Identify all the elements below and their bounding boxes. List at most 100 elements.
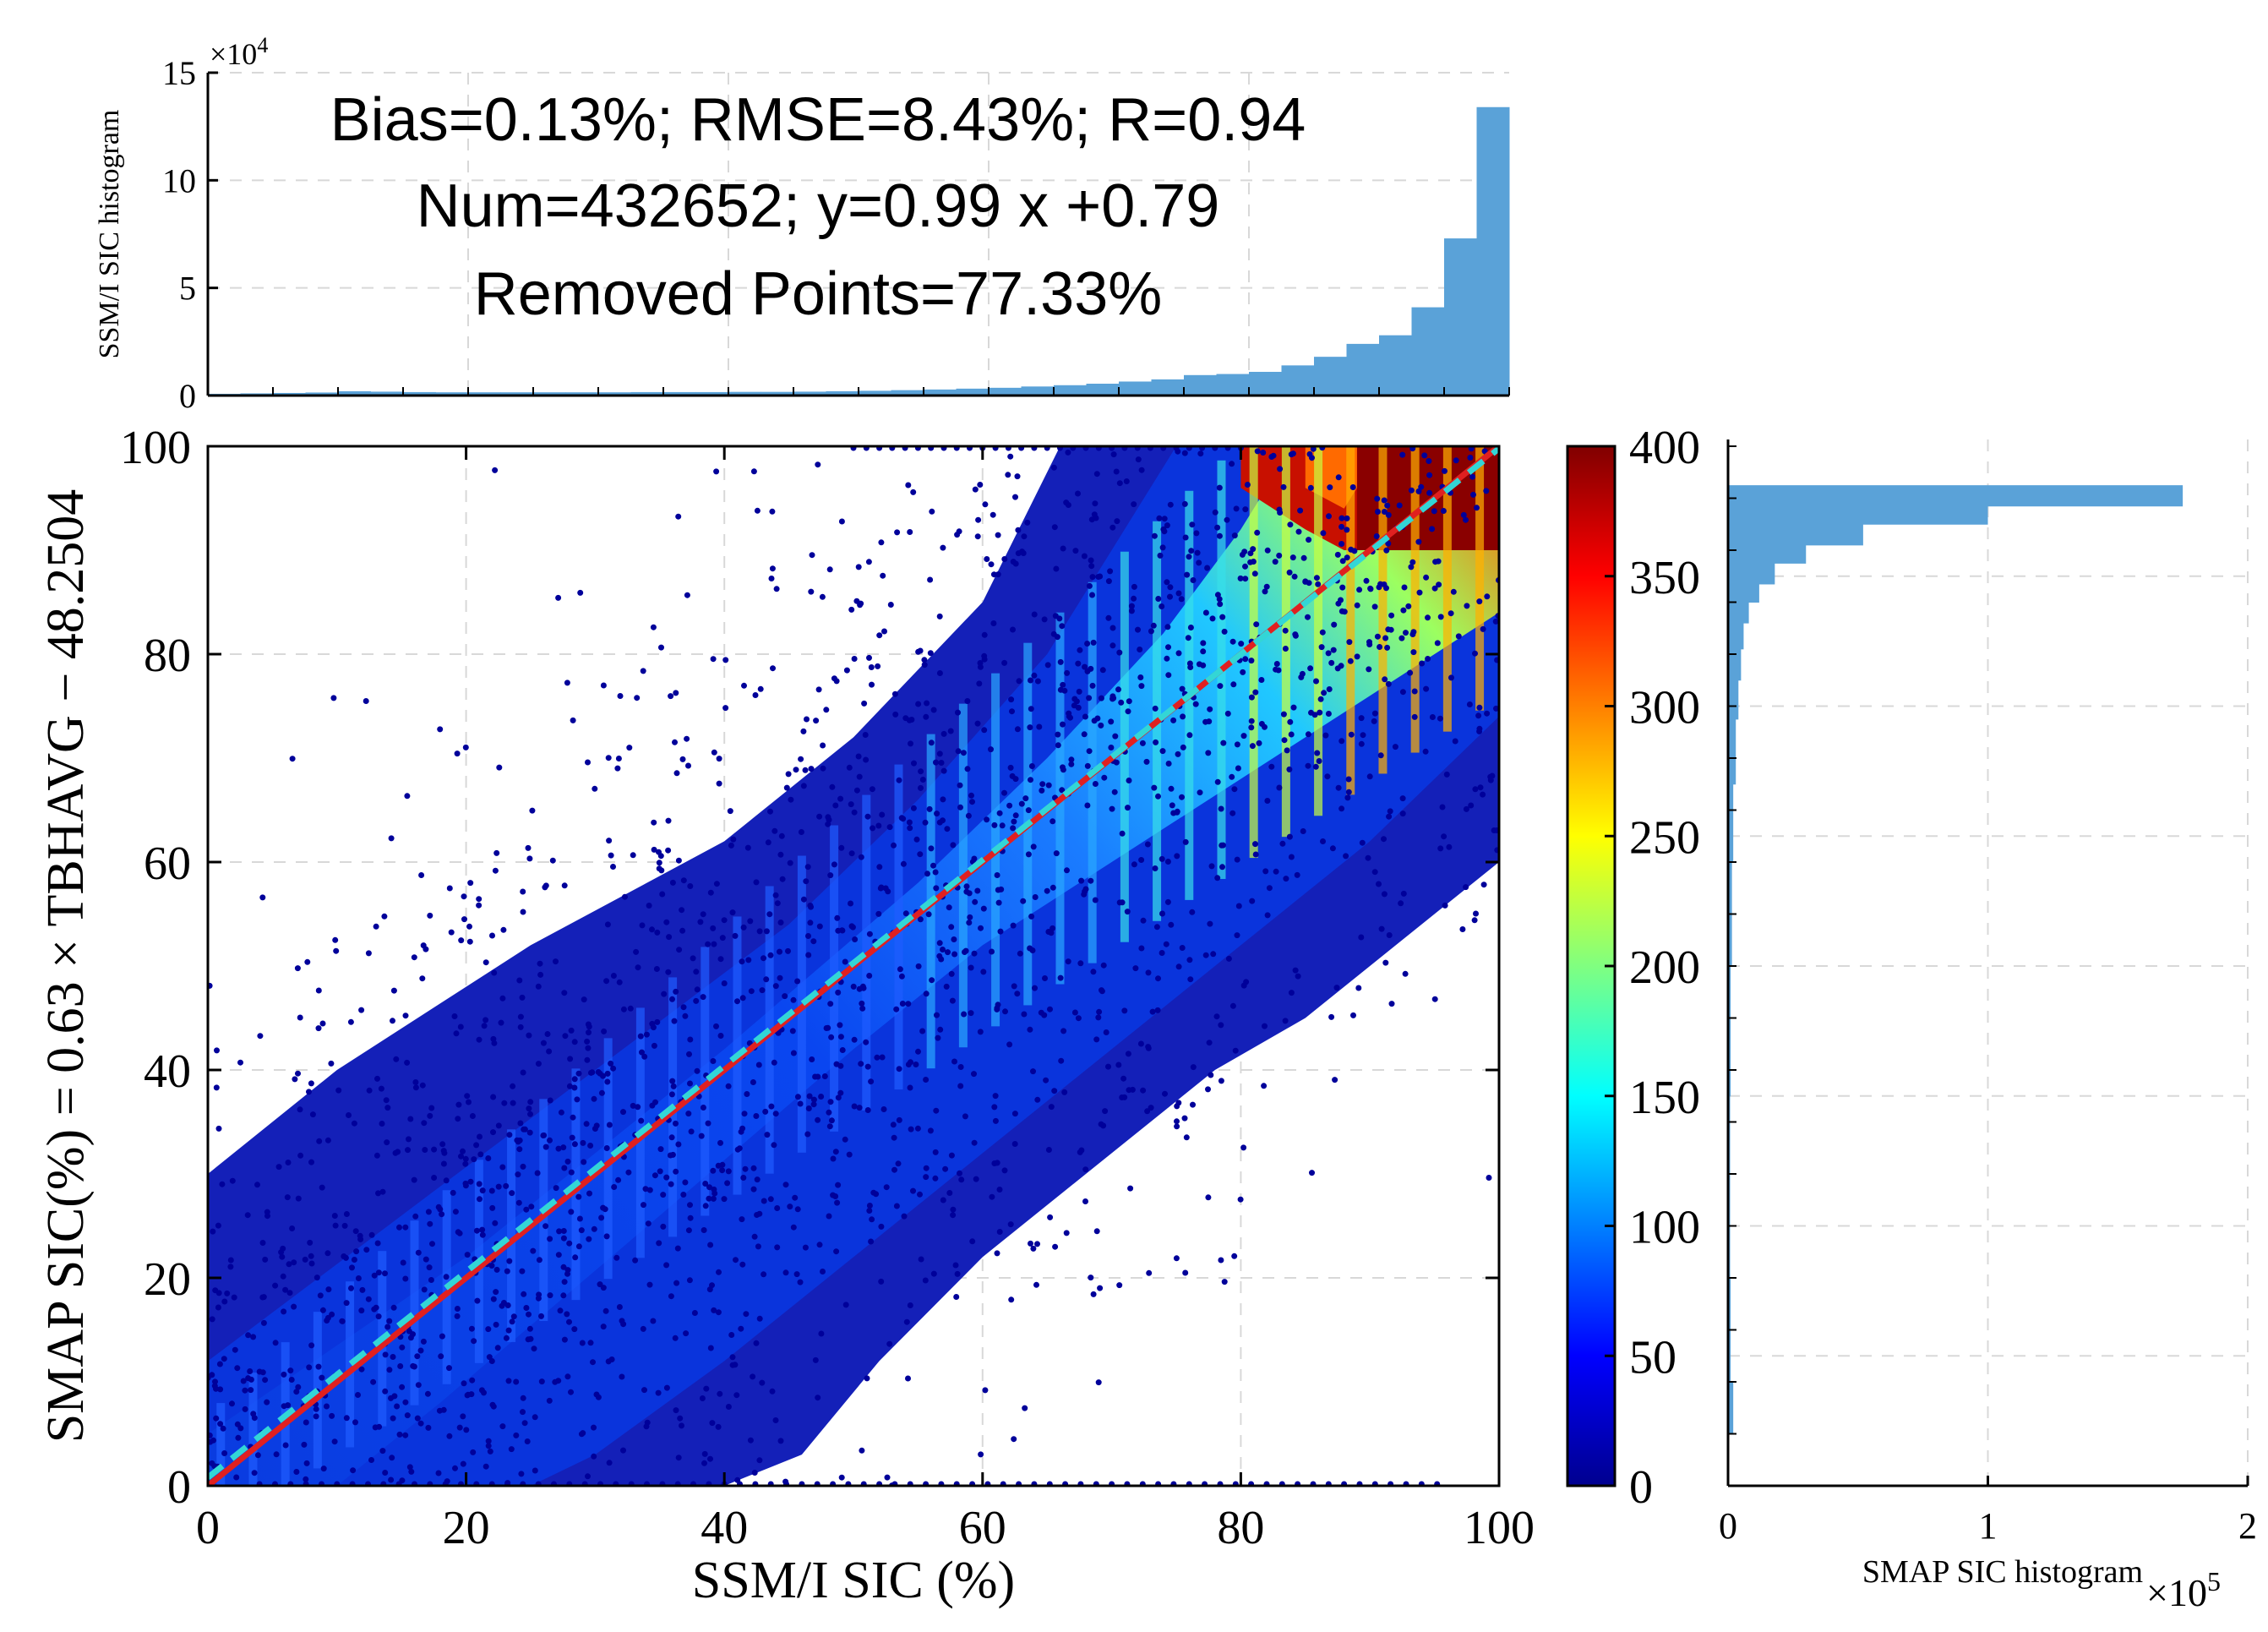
right-histogram-bar bbox=[1728, 505, 1988, 525]
top-histogram-bar bbox=[1086, 383, 1120, 396]
scatter-density-stripe bbox=[1475, 446, 1485, 711]
scatter-y-ticks: 0 20 40 60 80 100 bbox=[120, 422, 1499, 1514]
stats-line-3: Removed Points=77.33% bbox=[474, 260, 1163, 328]
scatter-density-stripe bbox=[1281, 446, 1290, 838]
top-histogram-bar bbox=[924, 389, 957, 396]
scatter-density-stripe bbox=[216, 1403, 226, 1486]
top-histogram-bar bbox=[1216, 374, 1250, 396]
scatter-density-stripe bbox=[1249, 446, 1258, 859]
top-histogram-bar bbox=[500, 392, 534, 396]
right-histogram-bar bbox=[1728, 623, 1744, 650]
stats-line-2: Num=432652; y=0.99 x +0.79 bbox=[417, 172, 1220, 240]
scatter-x-tick-label: 100 bbox=[1464, 1502, 1535, 1554]
colorbar-tick-label: 50 bbox=[1629, 1331, 1676, 1384]
colorbar-ticks: 0 50 100 150 200 250 300 350 400 bbox=[1605, 422, 1700, 1514]
right-histogram-bar bbox=[1728, 680, 1739, 720]
right-histogram-bar bbox=[1728, 783, 1734, 863]
top-histogram-bar bbox=[1476, 106, 1510, 396]
scatter-density-stripe bbox=[507, 1129, 516, 1342]
top-histogram-x-ticks bbox=[207, 387, 1510, 396]
right-histogram-x-label: SMAP SIC histogram bbox=[1862, 1554, 2143, 1590]
right-x-tick-label: 2 bbox=[2238, 1505, 2257, 1547]
scatter-y-tick-label: 100 bbox=[120, 422, 191, 474]
scatter-frame bbox=[206, 445, 1501, 1487]
top-histogram-bar bbox=[1054, 385, 1087, 396]
top-histogram-bar bbox=[533, 392, 566, 396]
right-histogram-bar bbox=[1728, 1382, 1734, 1434]
scatter-outlier-points bbox=[208, 446, 1499, 1486]
scatter-density-stripe bbox=[1378, 446, 1388, 774]
colorbar-tick-label: 350 bbox=[1629, 552, 1700, 604]
scatter-edge-points bbox=[256, 446, 1441, 1486]
top-histogram-bar bbox=[1281, 365, 1315, 396]
top-histogram-bar bbox=[695, 391, 729, 396]
top-y-tick-label: 0 bbox=[179, 377, 196, 415]
top-histogram-bar bbox=[598, 392, 631, 396]
scatter-density-stripe bbox=[346, 1281, 355, 1448]
scatter-y-tick-label: 20 bbox=[144, 1253, 191, 1306]
scatter-density-stripe bbox=[701, 947, 710, 1216]
top-histogram-bar bbox=[728, 391, 761, 396]
right-x-tick-label: 0 bbox=[1719, 1505, 1737, 1547]
colorbar-tick-label: 100 bbox=[1629, 1202, 1700, 1254]
scatter-density-stripe bbox=[410, 1220, 419, 1405]
top-histogram-y-label: SSM/I SIC histogram bbox=[94, 110, 125, 359]
top-histogram-bar bbox=[370, 391, 404, 396]
right-histogram-grid bbox=[1728, 439, 2249, 1486]
scatter-density-stripe bbox=[1410, 446, 1420, 753]
top-histogram-bar bbox=[1119, 381, 1152, 396]
top-histogram-bar bbox=[468, 392, 501, 396]
scatter-density-stripe bbox=[603, 1038, 613, 1280]
right-histogram-bar bbox=[1728, 583, 1759, 603]
scatter-x-tick-label: 40 bbox=[701, 1502, 748, 1554]
top-histogram-bar bbox=[1249, 371, 1282, 396]
top-histogram-bar bbox=[1314, 357, 1347, 396]
right-histogram-bars bbox=[1728, 485, 2183, 1434]
top-histogram-bar bbox=[1184, 374, 1217, 396]
colorbar-tick-label: 0 bbox=[1629, 1461, 1653, 1514]
colorbar-tick-label: 400 bbox=[1629, 422, 1700, 474]
scatter-density-stripe bbox=[1346, 446, 1355, 795]
right-histogram-bar bbox=[1728, 563, 1775, 585]
top-histogram-bar bbox=[989, 387, 1022, 396]
top-histogram-bar bbox=[1444, 238, 1477, 396]
top-histogram-bar bbox=[891, 390, 924, 396]
right-histogram-bar bbox=[1728, 544, 1807, 564]
top-histogram-bar bbox=[793, 391, 826, 396]
top-histogram-y-ticks: 0 5 10 15 bbox=[162, 54, 218, 415]
right-histogram-multiplier: ×105 bbox=[2146, 1566, 2221, 1614]
scatter-y-tick-label: 40 bbox=[144, 1045, 191, 1098]
scatter-density-stripe bbox=[1314, 446, 1323, 816]
top-histogram-bar bbox=[435, 392, 469, 396]
fit-line bbox=[208, 446, 1499, 1481]
top-histogram-bar bbox=[1151, 379, 1185, 396]
scatter-x-tick-label: 80 bbox=[1217, 1502, 1264, 1554]
right-histogram-bar bbox=[1728, 524, 1863, 546]
top-histogram-bar bbox=[1379, 335, 1412, 396]
top-histogram-bar bbox=[630, 391, 664, 396]
top-histogram-bar bbox=[273, 392, 306, 396]
right-histogram: 0 1 2 SMAP SIC histogram ×105 bbox=[1719, 439, 2257, 1614]
scatter-x-label: SSM/I SIC (%) bbox=[692, 1552, 1015, 1609]
top-histogram-bar bbox=[403, 391, 436, 396]
top-histogram-bar bbox=[1411, 307, 1445, 396]
top-histogram-bar bbox=[826, 390, 859, 396]
right-histogram-bar bbox=[1728, 966, 1731, 1097]
top-y-tick-label: 15 bbox=[162, 54, 196, 92]
scatter-x-tick-label: 20 bbox=[443, 1502, 490, 1554]
colorbar-tick-label: 150 bbox=[1629, 1072, 1700, 1124]
scatter-density-stripe bbox=[248, 1373, 258, 1486]
top-histogram: 0 5 10 15 ×104 SSM/I SIC histogram Bias=0.1… bbox=[94, 33, 1510, 415]
top-histogram-multiplier: ×104 bbox=[210, 33, 268, 71]
stats-line-1: Bias=0.13%; RMSE=8.43%; R=0.94 bbox=[330, 86, 1306, 154]
top-y-tick-label: 5 bbox=[179, 270, 196, 308]
right-histogram-bar bbox=[1728, 718, 1736, 785]
scatter-y-tick-label: 80 bbox=[144, 630, 191, 682]
colorbar-tick-label: 250 bbox=[1629, 811, 1700, 864]
right-histogram-bar bbox=[1728, 648, 1742, 681]
top-histogram-bar bbox=[305, 392, 339, 396]
top-y-tick-label: 10 bbox=[162, 161, 196, 199]
colorbar-tick-label: 200 bbox=[1629, 942, 1700, 994]
top-histogram-bar bbox=[565, 392, 599, 396]
